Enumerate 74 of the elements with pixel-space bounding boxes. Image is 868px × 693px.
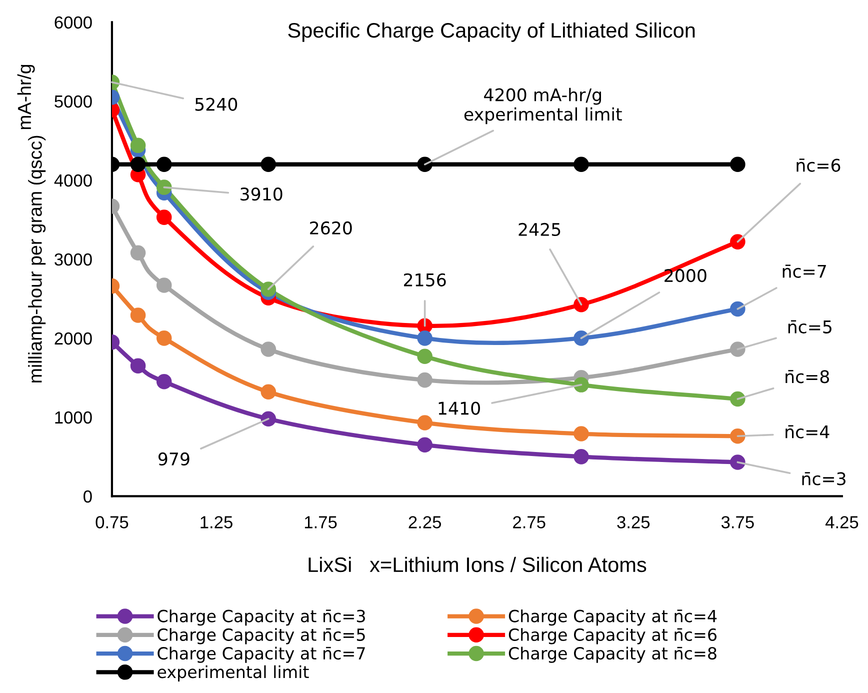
point <box>730 301 746 317</box>
point <box>417 330 432 346</box>
annotation: 2000 <box>664 268 706 282</box>
point <box>156 180 172 195</box>
point <box>730 391 746 407</box>
y-tick-label: 4000 <box>54 174 92 187</box>
point <box>156 330 172 346</box>
x-tick-label: 3.75 <box>721 516 754 528</box>
chart-title: Specific Charge Capacity of Lithiated Silicon <box>288 22 695 42</box>
point <box>574 377 589 392</box>
point <box>156 374 172 390</box>
point <box>156 210 172 225</box>
y-tick-label: 3000 <box>54 253 92 266</box>
point <box>130 308 146 323</box>
annotation: 979 <box>158 452 190 466</box>
point <box>730 156 746 172</box>
point <box>574 330 589 346</box>
annotation: n̄c=7 <box>782 264 826 278</box>
legend-label: experimental limit <box>158 665 309 682</box>
annotation: 4200 mA-hr/g experimental limit <box>464 88 622 124</box>
annotation: n̄c=5 <box>788 320 832 334</box>
point <box>156 278 172 293</box>
point <box>130 245 146 260</box>
annotation: 1410 <box>438 402 480 415</box>
point <box>417 156 432 172</box>
point <box>417 415 432 430</box>
annotation: 5240 <box>195 98 238 111</box>
point <box>417 348 432 364</box>
x-tick-label: 2.75 <box>513 516 546 528</box>
point <box>574 449 589 464</box>
legend-label: Charge Capacity at n̄c=6 <box>508 628 716 644</box>
annotation: 2620 <box>310 221 352 235</box>
point <box>260 342 276 357</box>
y-axis-title: milliamp-hour per gram (qscc) <box>28 136 46 382</box>
annotation: n̄c=6 <box>796 158 840 172</box>
y-tick-label: 5000 <box>54 95 92 108</box>
point <box>417 372 432 388</box>
point <box>130 358 146 374</box>
legend-label: Charge Capacity at n̄c=7 <box>158 646 365 663</box>
point <box>730 428 746 444</box>
annotation: 2156 <box>404 273 446 286</box>
x-axis-title: LixSi x=Lithium Ions / Silicon Atoms <box>308 556 646 572</box>
point <box>260 156 276 172</box>
point <box>130 156 146 172</box>
text: mA-hr/g <box>17 64 35 130</box>
annotation: 3910 <box>240 188 282 201</box>
x-tick-label: 4.25 <box>825 516 858 528</box>
annotation: 2425 <box>518 222 560 236</box>
annotation: n̄c=3 <box>802 472 846 486</box>
point <box>730 234 746 250</box>
point <box>156 156 172 172</box>
x-tick-label: 1.25 <box>200 516 232 528</box>
point <box>730 454 746 470</box>
point <box>130 138 146 154</box>
annotation: n̄c=8 <box>786 370 829 384</box>
point <box>574 426 589 442</box>
y-tick-label: 6000 <box>54 16 92 29</box>
point <box>260 384 276 400</box>
x-tick-label: 1.75 <box>304 516 337 528</box>
point <box>260 282 276 297</box>
annotation: n̄c=4 <box>786 425 830 438</box>
y-tick-label: 2000 <box>54 332 92 345</box>
legend-label: Charge Capacity at n̄c=3 <box>158 609 365 626</box>
y-tick-label: 0 <box>84 490 92 503</box>
point <box>574 156 589 172</box>
x-tick-label: 3.25 <box>617 516 650 528</box>
x-tick-label: 2.25 <box>408 516 441 528</box>
x-tick-label: 0.75 <box>96 516 128 528</box>
point <box>417 437 432 452</box>
legend-label: Charge Capacity at n̄c=4 <box>508 609 717 626</box>
point <box>260 411 276 426</box>
legend-label: Charge Capacity at n̄c=8 <box>508 646 716 663</box>
y-tick-label: 1000 <box>55 411 92 424</box>
legend-label: Charge Capacity at n̄c=5 <box>158 628 365 644</box>
